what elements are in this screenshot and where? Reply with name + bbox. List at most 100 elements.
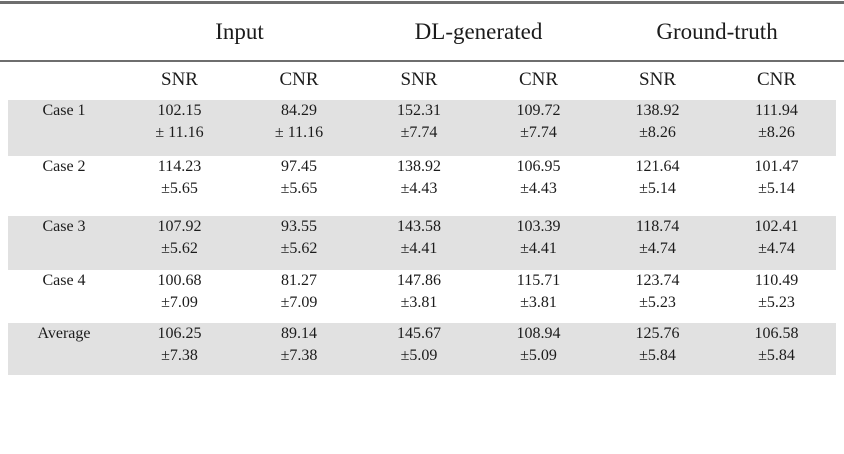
cell-value: 147.86 [397,272,441,289]
cell-error: ±8.26 [639,124,676,141]
group-header-input: Input [215,19,264,44]
cell-case2-gt-cnr: 101.47 ±5.14 [717,156,836,216]
cell-error: ±7.38 [280,347,318,364]
subheader-dl-cnr: CNR [518,69,559,90]
cell-value: 106.25 [157,325,202,342]
cell-error: ±5.65 [161,180,198,197]
cell-value: 101.47 [754,158,799,175]
cell-average-input-cnr: 89.14 ±7.38 [239,323,359,375]
cell-value: 114.23 [157,158,202,175]
cell-average-gt-snr: 125.76 ±5.84 [598,323,718,375]
group-header-row: Input DL-generated Ground-truth [8,4,836,60]
cell-value: 93.55 [281,218,317,235]
cell-value: 102.41 [754,218,799,235]
cell-error: ±7.74 [520,124,557,141]
cell-case3-dl-cnr: 103.39 ±4.41 [479,216,599,270]
cell-value: 89.14 [281,325,317,342]
row-label-case-4: Case 4 [42,272,86,289]
cell-value: 106.95 [516,158,561,175]
cell-case1-input-snr: 102.15 ± 11.16 [120,100,239,156]
cell-case1-gt-cnr: 111.94 ±8.26 [717,100,837,156]
cell-error: ±4.43 [400,180,438,197]
table-top-rule [0,1,844,4]
cell-error: ±5.62 [161,240,198,257]
row-label-case-1: Case 1 [8,100,120,156]
group-header-dl-generated: DL-generated [414,19,543,44]
subheader-blank-cell [8,60,120,100]
cell-case2-input-cnr: 97.45 ±5.65 [239,156,359,216]
group-header-ground-truth: Ground-truth [656,19,778,44]
cell-case4-gt-snr: 123.74 ±5.23 [598,270,717,323]
cell-error: ±7.09 [280,294,318,311]
cell-error: ±4.43 [520,180,557,197]
subheader-row: SNR CNR SNR CNR SNR CNR [8,60,836,100]
table-row-average: Average 106.25 ±7.38 89.14 ±7.38 145.67 … [8,323,837,375]
cell-value: 106.58 [754,325,799,342]
subheader-dl-snr: SNR [400,69,438,90]
cell-error: ±5.65 [280,180,318,197]
cell-error: ±4.74 [639,240,676,257]
subheader-input-snr: SNR [161,69,198,90]
cell-error: ±8.26 [758,124,795,141]
cell-average-input-snr: 106.25 ±7.38 [120,323,239,375]
cell-average-gt-cnr: 106.58 ±5.84 [717,323,837,375]
cell-case4-gt-cnr: 110.49 ±5.23 [717,270,836,323]
table-row-case-1: Case 1 102.15 ± 11.16 84.29 ± 11.16 152.… [8,100,837,156]
cell-value: 84.29 [281,102,317,119]
cell-value: 138.92 [397,158,441,175]
cell-case1-input-cnr: 84.29 ± 11.16 [239,100,359,156]
subheader-gt-cnr: CNR [756,69,797,90]
cell-case3-gt-cnr: 102.41 ±4.74 [717,216,837,270]
cell-value: 97.45 [281,158,317,175]
cell-value: 115.71 [516,272,561,289]
cell-error: ± 11.16 [274,124,324,141]
cell-error: ±4.41 [400,240,438,257]
cell-error: ±4.41 [520,240,557,257]
table-row-case-4: Case 4 100.68 ±7.09 81.27 ±7.09 147.86 ±… [8,270,836,323]
cell-error: ±5.09 [400,347,438,364]
cell-error: ±5.23 [639,294,676,311]
cell-error: ±5.09 [520,347,557,364]
cell-error: ±7.09 [161,294,198,311]
cell-error: ±3.81 [400,294,438,311]
cell-case4-input-cnr: 81.27 ±7.09 [239,270,359,323]
cell-average-dl-cnr: 108.94 ±5.09 [479,323,599,375]
cell-value: 145.67 [397,325,441,342]
cell-case2-input-snr: 114.23 ±5.65 [120,156,239,216]
cell-value: 100.68 [157,272,202,289]
subheader-input-cnr: CNR [279,69,319,90]
cell-value: 109.72 [516,102,561,119]
cell-case3-gt-snr: 118.74 ±4.74 [598,216,718,270]
cell-error: ±7.38 [161,347,198,364]
cell-error: ±3.81 [520,294,557,311]
cell-value: 143.58 [397,218,441,235]
cell-value: 123.74 [635,272,680,289]
cell-error: ±5.84 [758,347,795,364]
row-label-case-2: Case 2 [42,158,86,175]
cell-value: 102.15 [157,102,202,119]
cell-case1-dl-snr: 152.31 ±7.74 [359,100,479,156]
cell-value: 125.76 [635,325,680,342]
cell-error: ±7.74 [400,124,438,141]
cell-value: 111.94 [755,102,798,119]
cell-case1-gt-snr: 138.92 ±8.26 [598,100,718,156]
cell-value: 121.64 [635,158,680,175]
cell-value: 138.92 [635,102,680,119]
cell-error: ±5.23 [758,294,795,311]
row-label-case-3: Case 3 [8,216,120,270]
cell-error: ± 11.16 [155,124,204,141]
cell-case3-input-cnr: 93.55 ±5.62 [239,216,359,270]
cell-error: ±4.74 [758,240,795,257]
subheader-gt-snr: SNR [639,69,676,90]
table-row-case-3: Case 3 107.92 ±5.62 93.55 ±5.62 143.58 ±… [8,216,837,270]
cell-case1-dl-cnr: 109.72 ±7.74 [479,100,599,156]
cell-error: ±5.62 [280,240,318,257]
cell-value: 107.92 [157,218,202,235]
corner-blank-cell [8,4,120,60]
cell-case4-dl-cnr: 115.71 ±3.81 [479,270,598,323]
cell-value: 81.27 [281,272,317,289]
cell-case3-dl-snr: 143.58 ±4.41 [359,216,479,270]
cell-case2-dl-cnr: 106.95 ±4.43 [479,156,598,216]
table-header-rule [0,60,844,62]
